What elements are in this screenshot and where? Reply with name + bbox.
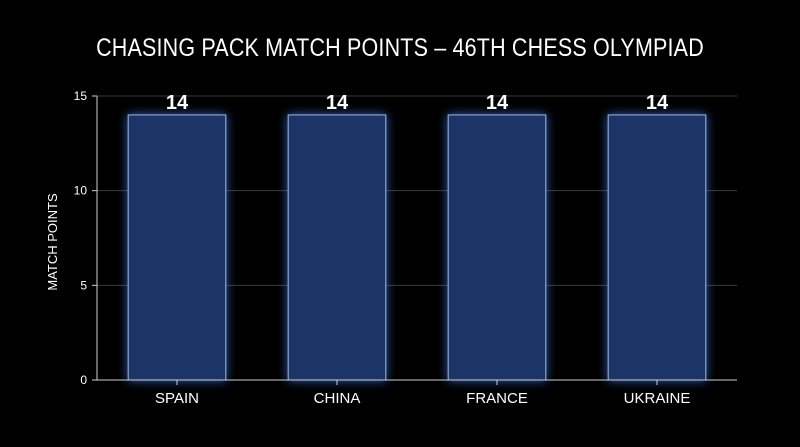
bar-spain	[127, 114, 227, 381]
x-tick-label-ukraine: UKRAINE	[624, 390, 691, 407]
x-tick-label-spain: SPAIN	[155, 390, 199, 407]
value-label-spain: 14	[166, 92, 189, 114]
chart-title: CHASING PACK MATCH POINTS – 46TH CHESS O…	[96, 34, 704, 62]
axes	[92, 95, 737, 385]
value-label-france: 14	[486, 92, 509, 114]
value-label-china: 14	[326, 92, 349, 114]
y-tick-label-0: 0	[80, 373, 87, 387]
y-tick-label-10: 10	[74, 184, 88, 198]
y-tick-label-5: 5	[80, 278, 87, 292]
y-tick-label-15: 15	[74, 89, 88, 103]
x-tick-label-china: CHINA	[314, 390, 361, 407]
x-tick-label-france: FRANCE	[466, 390, 528, 407]
bar-china	[287, 114, 387, 381]
value-label-ukraine: 14	[646, 92, 669, 114]
bars	[127, 114, 707, 381]
bar-france	[447, 114, 547, 381]
y-axis-label: MATCH POINTS	[45, 193, 60, 291]
bar-ukraine	[607, 114, 707, 381]
labels: 0 5 10 15 14 SPAIN 14 CHINA 14 FRANCE 14 UKRAINE MAT…	[45, 89, 690, 407]
